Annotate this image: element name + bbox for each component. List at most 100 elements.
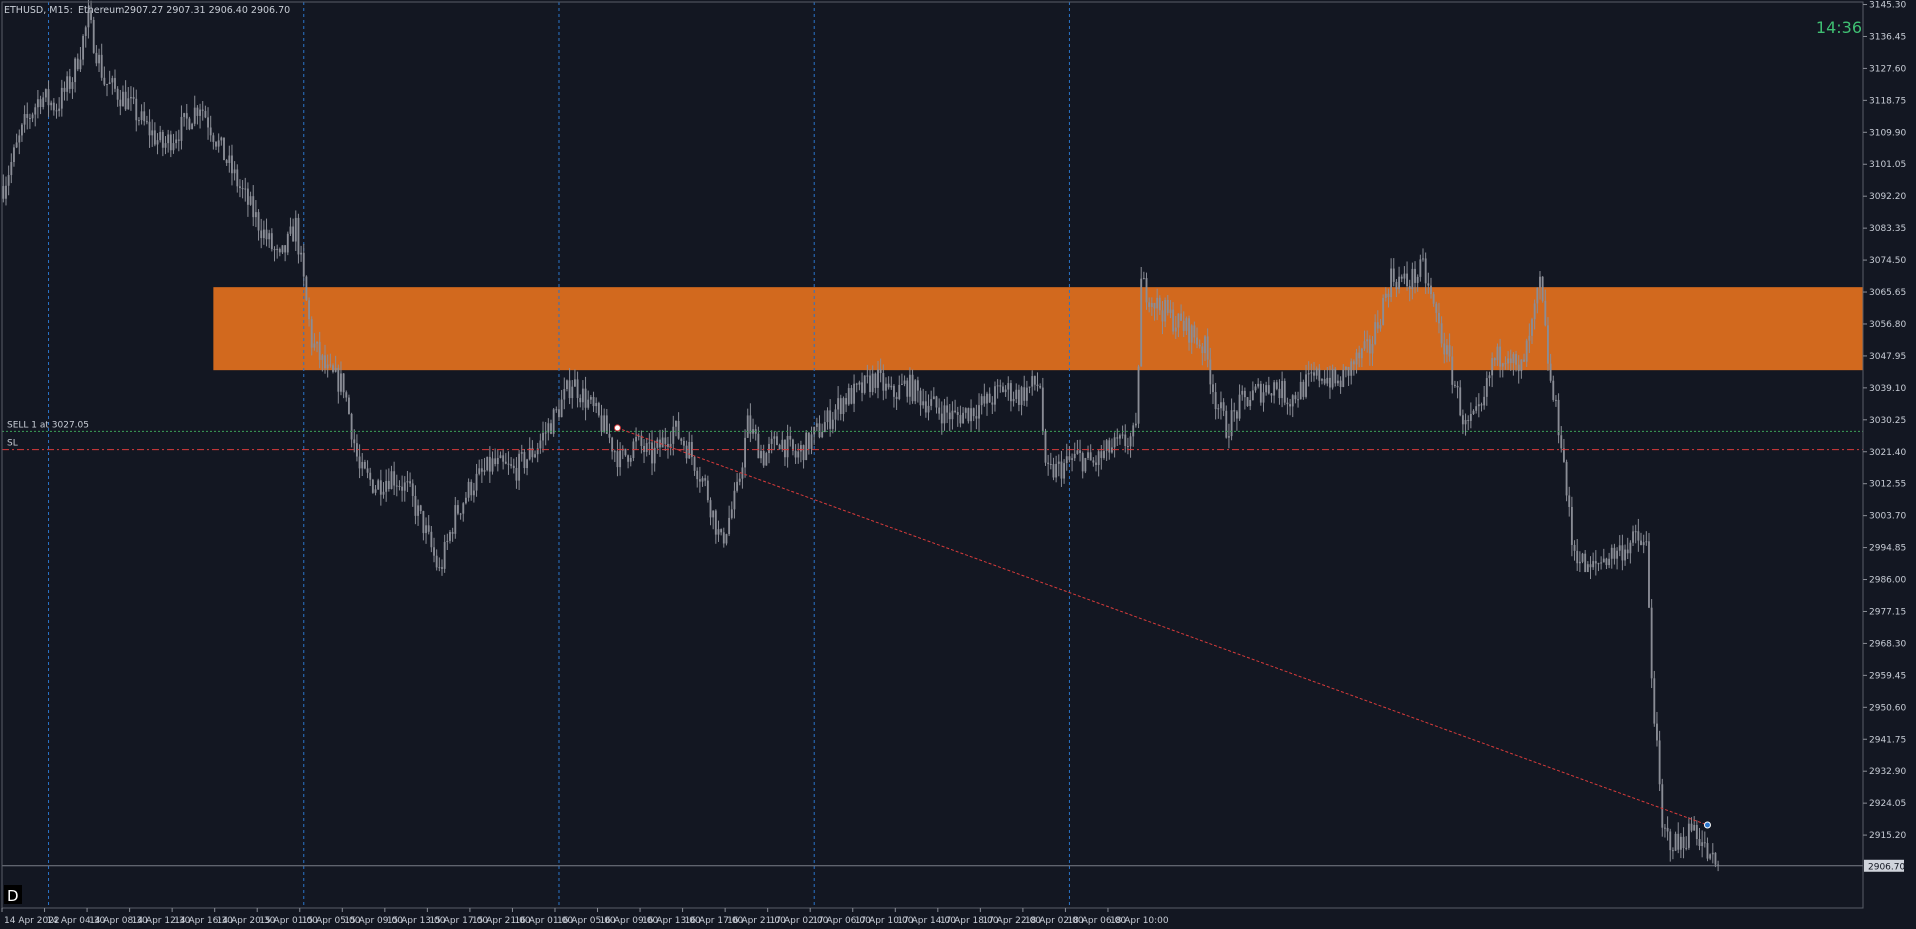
candle-body (1459, 387, 1462, 416)
candle-body (180, 116, 183, 141)
candle-body (619, 450, 622, 468)
candle-body (82, 35, 85, 60)
candle-body (191, 123, 194, 130)
candle-body (1209, 359, 1212, 385)
candle-body (1262, 392, 1265, 403)
candle-body (1118, 435, 1121, 439)
time-tick-label: 15 Apr 17:00 (429, 916, 488, 926)
candle-body (124, 91, 127, 110)
candle-body (698, 479, 701, 482)
candle-body (355, 443, 358, 457)
candle-body (1352, 361, 1355, 365)
candle-body (1095, 462, 1097, 465)
candle-body (855, 383, 858, 385)
candle-body (119, 99, 122, 107)
candle-body (962, 412, 965, 424)
candle-body (103, 77, 106, 85)
candle-body (526, 459, 528, 469)
candle-body (26, 114, 29, 118)
candle-body (656, 439, 659, 448)
candle-body (882, 372, 885, 391)
candle-body (924, 401, 927, 413)
candle-body (978, 405, 980, 419)
candle-body (419, 505, 422, 512)
candle-body (1363, 341, 1366, 349)
price-tick-label: 2968.30 (1869, 639, 1906, 649)
candle-body (1472, 410, 1475, 415)
time-tick-label: 14 Apr 2022 (4, 916, 60, 926)
candle-body (914, 380, 917, 402)
candle-body (1323, 379, 1326, 384)
one-click-badge[interactable]: D (7, 887, 19, 905)
candle-body (435, 555, 438, 568)
candle-body (1238, 394, 1241, 419)
time-tick-label: 16 Apr 13:00 (642, 916, 701, 926)
candle-body (964, 408, 967, 413)
time-tick-label: 14 Apr 08:30 (89, 916, 148, 926)
candle-body (1265, 385, 1268, 393)
candle-body (1547, 325, 1549, 364)
candle-body (1637, 531, 1640, 541)
candle-body (1581, 553, 1584, 562)
one-click-panel[interactable]: D (4, 885, 22, 905)
candle-body (1049, 464, 1052, 466)
candle-body (1002, 386, 1004, 393)
candle-body (930, 399, 933, 406)
candle-body (47, 89, 50, 106)
candle-body (1339, 380, 1342, 387)
candle-body (1605, 558, 1608, 566)
candle-body (911, 374, 914, 402)
price-tick-label: 3145.30 (1869, 1, 1906, 11)
candle-body (1190, 325, 1193, 343)
candle-body (488, 456, 491, 472)
candle-body (1337, 380, 1339, 384)
one-click-badge-bg[interactable] (4, 885, 22, 904)
time-tick-label: 16 Apr 01:00 (514, 916, 573, 926)
candle-body (810, 434, 813, 449)
candle-body (725, 534, 728, 544)
candle-body (414, 495, 417, 516)
candle-body (177, 139, 180, 141)
candle-body (1491, 358, 1494, 376)
time-tick-label: 17 Apr 18:00 (940, 916, 999, 926)
candle-body (411, 483, 414, 496)
candle-body (316, 341, 318, 344)
price-tick-label: 2986.00 (1869, 576, 1906, 586)
time-tick-label: 16 Apr 05:00 (557, 916, 616, 926)
candle-body (201, 109, 204, 111)
candle-body (927, 405, 930, 413)
candle-body (18, 135, 21, 143)
candle-body (1360, 348, 1363, 359)
candle-body (1395, 281, 1398, 290)
candle-body (624, 448, 627, 456)
candle-body (704, 478, 707, 481)
candle-body (1376, 322, 1379, 329)
price-tick-label: 3056.80 (1869, 320, 1906, 330)
candle-body (1206, 336, 1209, 360)
candle-body (850, 388, 853, 404)
time-tick-label: 17 Apr 10:00 (855, 916, 914, 926)
candle-body (675, 420, 677, 427)
candle-body (1100, 451, 1103, 458)
candle-body (1177, 313, 1180, 328)
candle-body (807, 432, 810, 449)
candle-body (95, 52, 98, 64)
time-tick-label: 17 Apr 06:00 (812, 916, 871, 926)
candle-body (483, 470, 486, 472)
candle-body (68, 76, 71, 89)
candle-body (34, 107, 37, 115)
candle-body (143, 111, 146, 122)
candle-body (1477, 404, 1480, 407)
candle-body (1549, 363, 1552, 381)
candle-body (1565, 461, 1568, 496)
candle-body (63, 87, 66, 92)
candle-body (831, 419, 834, 429)
candle-body (1539, 276, 1541, 288)
candle-body (464, 497, 467, 504)
candle-body (943, 405, 946, 424)
candle-body (760, 451, 762, 459)
candle-body (544, 432, 547, 434)
candle-body (863, 375, 866, 393)
